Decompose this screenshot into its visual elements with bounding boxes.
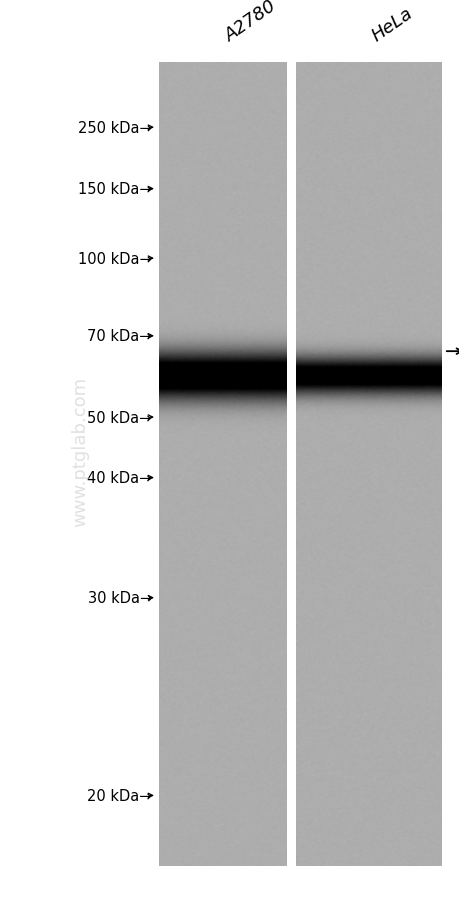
- Text: 30 kDa→: 30 kDa→: [87, 591, 151, 605]
- Text: 40 kDa→: 40 kDa→: [87, 471, 151, 485]
- Text: 100 kDa→: 100 kDa→: [78, 252, 151, 266]
- Text: 70 kDa→: 70 kDa→: [87, 329, 151, 344]
- Text: 250 kDa→: 250 kDa→: [78, 121, 151, 135]
- Text: www.ptglab.com: www.ptglab.com: [71, 376, 90, 526]
- Text: 20 kDa→: 20 kDa→: [87, 788, 151, 803]
- Text: HeLa: HeLa: [367, 5, 415, 45]
- Text: 50 kDa→: 50 kDa→: [87, 410, 151, 425]
- Text: 150 kDa→: 150 kDa→: [78, 182, 151, 197]
- Text: A2780: A2780: [222, 0, 280, 45]
